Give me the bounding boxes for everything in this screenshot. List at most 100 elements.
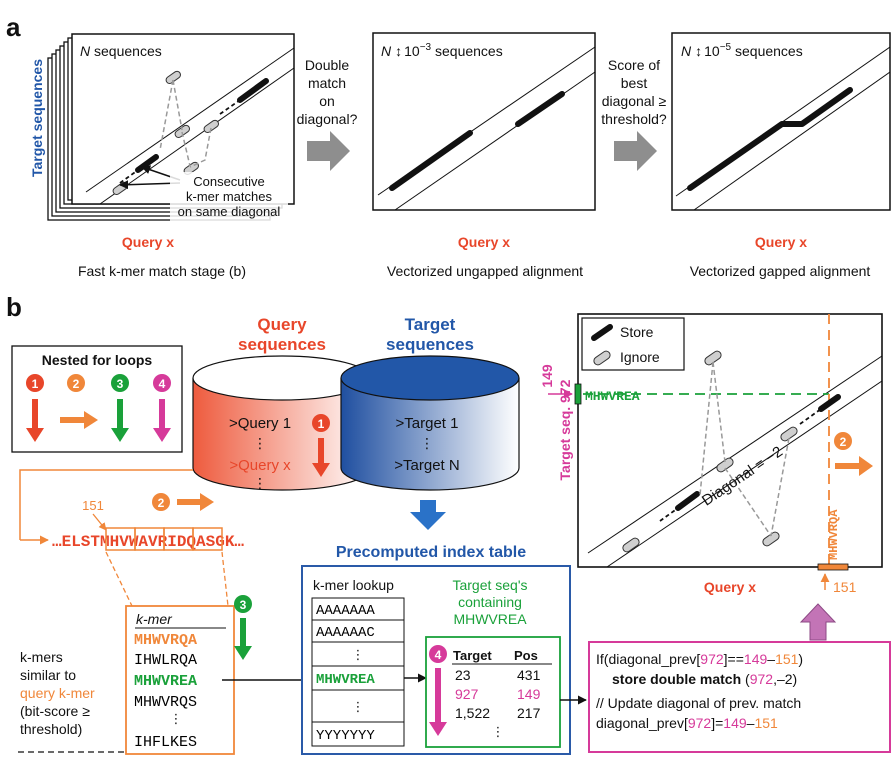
- code-l4-e: –: [747, 715, 755, 731]
- panel-b: b Nested for loops 1 2 3 4 Query sequenc…: [6, 292, 891, 755]
- precomputed-index-table: Precomputed index table k-mer lookup AAA…: [301, 544, 571, 755]
- query-sequence-text: …ELSTMHVWAVRIDQASGK…: [52, 533, 244, 551]
- stored-match-2: [818, 394, 841, 412]
- stage2-caption: Vectorized ungapped alignment: [387, 263, 583, 279]
- diag-legend: Store Ignore: [581, 317, 685, 371]
- kmer-list: k-mer MHWVRQA IHWLRQA MHWVREA MHWVRQS ⋮ …: [125, 595, 313, 755]
- code-l4-a: diagonal_prev[: [596, 715, 688, 731]
- stage1-annotation-3: on same diagonal: [178, 204, 281, 219]
- panel-b-label: b: [6, 292, 22, 322]
- code-l4-f: 151: [754, 715, 778, 731]
- code-l1-f: 151: [775, 651, 799, 667]
- loop1-down-arrow-icon: [26, 399, 44, 442]
- y-axis-label: Target sequences: [29, 59, 45, 177]
- stage3-count-n: N: [681, 43, 692, 59]
- consecutive-match-1: [135, 154, 159, 173]
- target-list-title-1: Target seq's: [452, 577, 527, 593]
- similar-line-2: similar to: [20, 667, 76, 683]
- filter2-line-3: diagonal ≥: [602, 93, 667, 109]
- lookup-row-match: MHWVREA: [316, 672, 375, 688]
- stage1-x-label: Query x: [122, 234, 174, 250]
- target-row-dots: ⋮: [492, 724, 505, 739]
- similar-kmers-label: k-mers similar to query k-mer (bit-score…: [18, 649, 124, 753]
- lookup-row-1: AAAAAAA: [316, 603, 375, 619]
- code-l2-c: 972: [750, 671, 774, 687]
- target-list-down-arrow-icon: [429, 668, 447, 736]
- stage1-plot-stack: N sequences Consecutive k-mer matches on…: [47, 33, 295, 224]
- loop-number-4: 4: [159, 377, 166, 391]
- target-row-3-target: 1,522: [455, 705, 490, 721]
- code-l1-g: ): [798, 651, 803, 667]
- target-row-2-target: 927: [455, 686, 479, 702]
- lookup-dots-2: ⋮: [352, 699, 365, 714]
- diag-y-label: Target seq. 972: [557, 379, 573, 480]
- kmer-row-1: MHWVRQA: [134, 632, 197, 649]
- lookup-row-2: AAAAAAC: [316, 625, 375, 641]
- code-l1-e: –: [767, 651, 775, 667]
- query-db-item-1: >Query 1: [229, 415, 291, 432]
- stage2-count-exp: −3: [420, 42, 432, 53]
- diag-query-kmer-mark: MHWVRQA: [827, 509, 841, 560]
- legend-store: Store: [620, 324, 654, 340]
- legend-ignore: Ignore: [620, 349, 660, 365]
- kmer-loop-number: 3: [240, 598, 247, 612]
- query-db-dots-2: ⋮: [253, 475, 267, 491]
- code-l2-b: (: [741, 671, 750, 687]
- stage2-count-suffix: sequences: [431, 43, 503, 59]
- query-db-title-2: sequences: [238, 335, 326, 354]
- code-l2-a: store double match: [612, 671, 741, 687]
- diagonal-plot: Store Ignore MHWVREA Diagonal = −2 MHWVR…: [574, 313, 883, 571]
- kmer-row-4: MHWVRQS: [134, 694, 197, 711]
- code-l1-d: 149: [744, 651, 768, 667]
- target-row-1-target: 23: [455, 667, 471, 683]
- stage2-plot: N ↕ 10−3 sequences: [372, 32, 596, 211]
- filter1-arrow-icon: [307, 131, 350, 171]
- diag-right-arrow-icon: [835, 456, 873, 476]
- code-line-2: store double match (972,–2): [612, 671, 797, 687]
- stage2-count-arrow: ↕: [395, 43, 402, 59]
- kmer-row-6: IHFLKES: [134, 734, 197, 751]
- stage3-count-exp: −5: [720, 42, 732, 53]
- target-db-dots: ⋮: [420, 435, 434, 451]
- target-list-title-3: MHWVREA: [453, 611, 527, 627]
- stage2-count-n: N: [381, 43, 392, 59]
- query-db-dots-1: ⋮: [253, 435, 267, 451]
- lookup-row-last: YYYYYYY: [316, 728, 375, 744]
- code-line-4: diagonal_prev[972]=149–151: [596, 715, 778, 731]
- index-title: Precomputed index table: [336, 544, 526, 561]
- stage1-caption: Fast k-mer match stage (b): [78, 263, 246, 279]
- target-list-loop-number: 4: [435, 648, 442, 662]
- diag-loop-number: 2: [840, 435, 847, 449]
- target-table-header-target: Target: [453, 648, 492, 663]
- target-db-title-1: Target: [405, 315, 456, 334]
- filter1-line-3: on: [319, 93, 335, 109]
- similar-line-4: (bit-score ≥: [20, 703, 90, 719]
- loop3-down-arrow-icon: [111, 399, 129, 442]
- stage1-annotation-2: k-mer matches: [186, 189, 272, 204]
- code-line-1: If(diagonal_prev[972]==149–151): [596, 651, 803, 667]
- stored-match-1: [675, 491, 700, 511]
- stage2-count-base: 10: [404, 43, 420, 59]
- seq-loop-number: 2: [158, 496, 165, 510]
- similar-line-1: k-mers: [20, 649, 63, 665]
- stage1-count-n: N: [80, 43, 91, 59]
- target-row-2-pos: 149: [517, 686, 541, 702]
- target-db-item-1: >Target 1: [396, 415, 459, 432]
- target-db-title-2: sequences: [386, 335, 474, 354]
- kmer-header: k-mer: [136, 611, 173, 627]
- query-db-down-arrow-icon: [312, 438, 330, 477]
- stage3-x-label: Query x: [755, 234, 807, 250]
- filter1-line-2: match: [308, 75, 346, 91]
- filter2-line-4: threshold?: [601, 111, 667, 127]
- query-sequence: 151 2 …ELSTMHVWAVRIDQASGK…: [52, 493, 244, 607]
- filter2-arrow-icon: [614, 131, 657, 171]
- stage1-count-text: sequences: [90, 43, 162, 59]
- query-database: Query sequences >Query 1 ⋮ >Query x ⋮ 1: [192, 315, 372, 491]
- panel-a: a Target sequences: [6, 12, 891, 279]
- target-table-header-pos: Pos: [514, 648, 538, 663]
- code-l1-b: 972: [700, 651, 724, 667]
- lookup-dots-1: ⋮: [352, 647, 365, 662]
- target-row-3-pos: 217: [517, 705, 541, 721]
- query-db-item-x: >Query x: [229, 457, 291, 474]
- diag-y-value: 149: [539, 364, 555, 388]
